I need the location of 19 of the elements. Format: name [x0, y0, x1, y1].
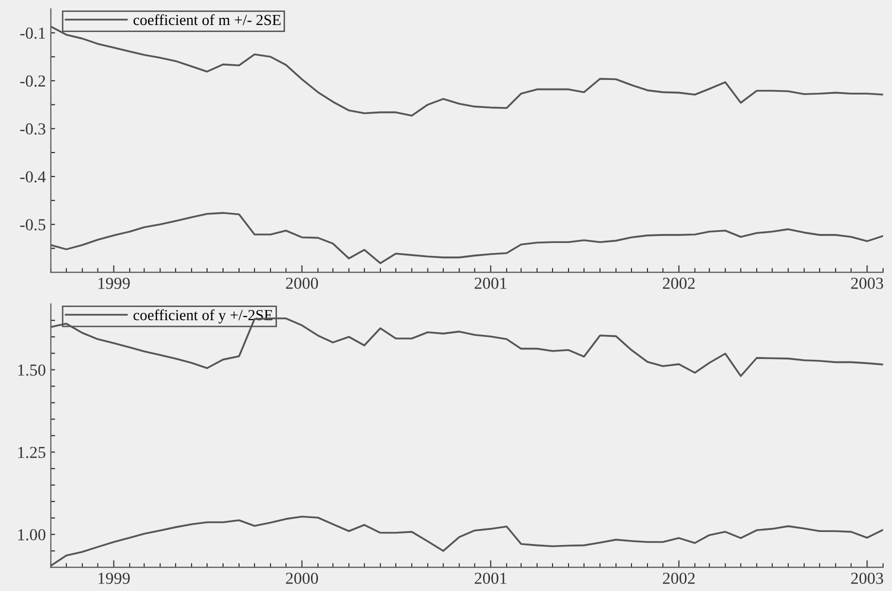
y-tick-label: -0.2 — [20, 75, 46, 87]
y-tick-label: -0.3 — [20, 123, 46, 135]
y-tick-label: -0.1 — [20, 28, 45, 39]
x-tick-label: 2000 — [286, 278, 318, 289]
x-tick-label: 2002 — [662, 278, 695, 289]
y-tick-label: 1.25 — [18, 446, 46, 458]
x-tick-label: 2001 — [474, 572, 506, 584]
y-tick-label: -0.4 — [20, 171, 46, 183]
x-tick-label: 2003 — [851, 572, 884, 584]
x-tick-label: 2003 — [851, 278, 884, 289]
x-tick-label: 1999 — [98, 572, 130, 584]
y-tick-label: 1.50 — [18, 364, 46, 376]
x-tick-label: 1999 — [98, 278, 130, 289]
y-tick-label: -0.5 — [20, 219, 46, 230]
x-tick-label: 2002 — [662, 572, 695, 584]
x-tick-label: 2001 — [474, 278, 506, 289]
legend-label: coefficient of m +/- 2SE — [134, 14, 281, 26]
x-tick-label: 2000 — [286, 572, 318, 584]
y-tick-label: 1.00 — [18, 529, 46, 540]
